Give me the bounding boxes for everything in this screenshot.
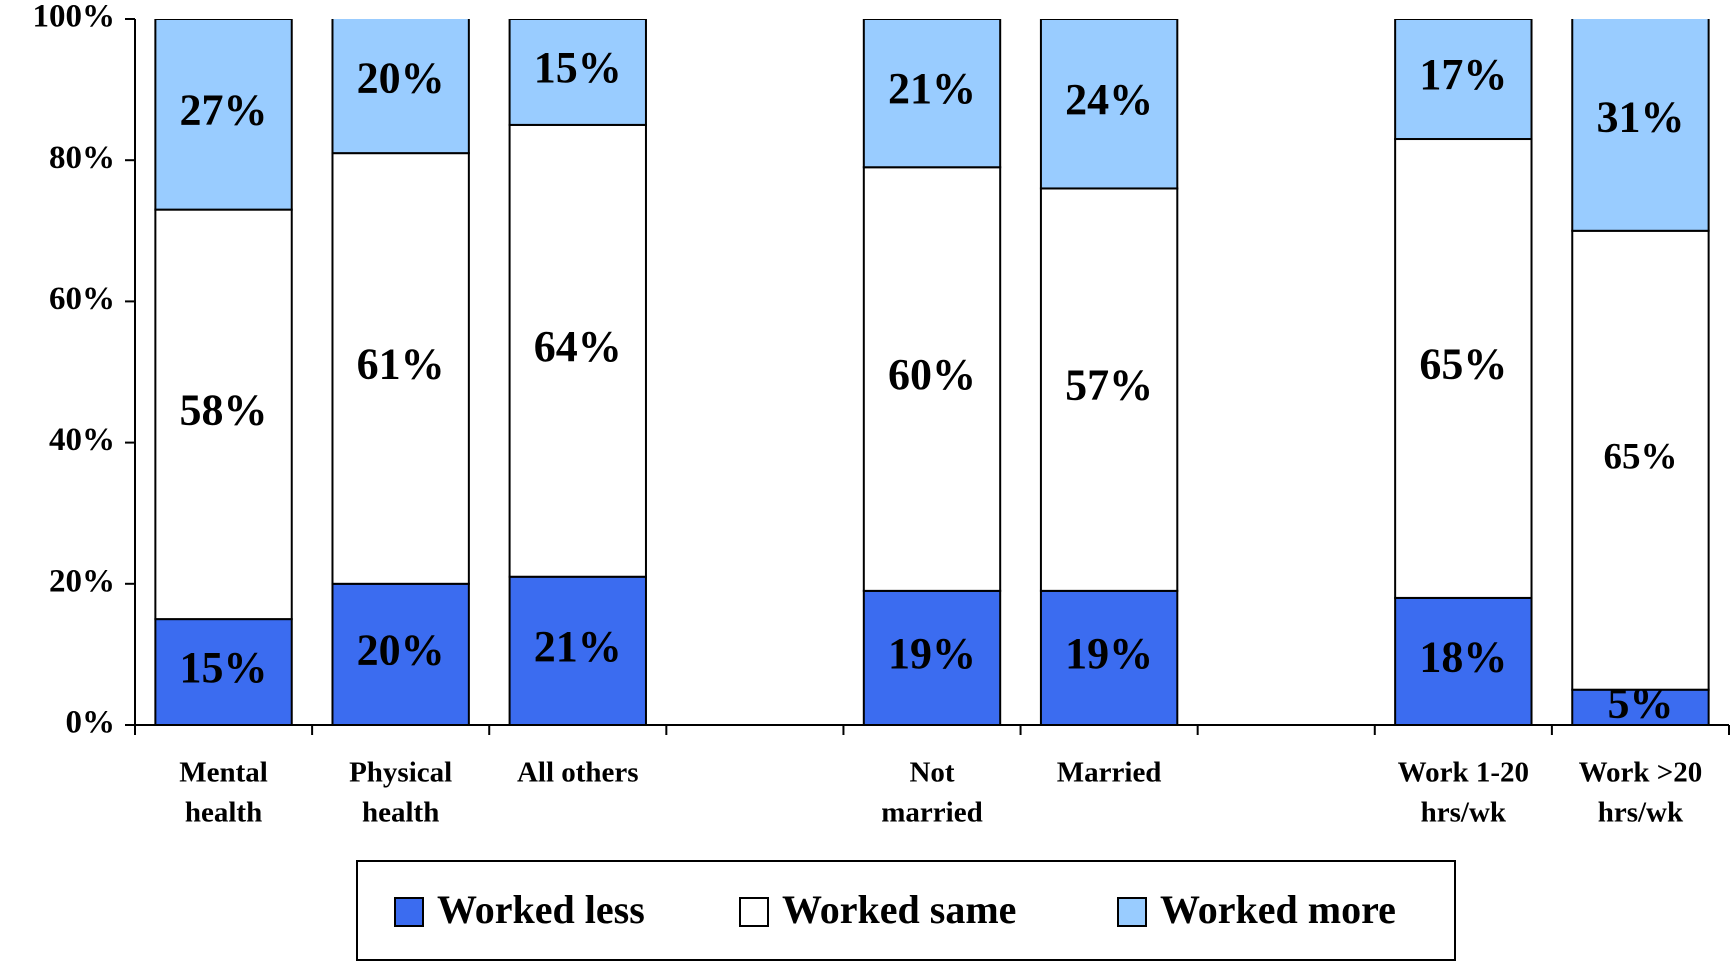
x-tick-label: health [362, 797, 439, 829]
data-label: 19% [1065, 629, 1153, 678]
data-label: 15% [534, 43, 622, 92]
x-tick-label: Work >20 [1579, 757, 1703, 789]
x-tick-label: Mental [179, 757, 268, 789]
data-label: 18% [1419, 633, 1507, 682]
bar-segment [508, 19, 647, 126]
bar-segment [154, 618, 293, 725]
data-label: 57% [1065, 361, 1153, 410]
bar-segment [1571, 19, 1710, 232]
bar-segment [1394, 596, 1533, 725]
bar-segment [154, 208, 293, 621]
bar-segment [508, 123, 647, 578]
bar-segment [1571, 688, 1710, 725]
data-label: 31% [1596, 92, 1684, 141]
bar-segment [862, 589, 1002, 725]
legend-swatch [739, 897, 769, 927]
data-label: 65% [1419, 340, 1507, 389]
x-tick-label: health [185, 797, 262, 829]
data-label: 17% [1419, 50, 1507, 99]
bar-segment [1039, 589, 1179, 725]
y-tick-label: 60% [49, 281, 115, 317]
data-label: 24% [1065, 75, 1153, 124]
legend-box [356, 860, 1456, 961]
bar-segment [331, 582, 470, 725]
data-label: 20% [357, 625, 445, 674]
data-label: 58% [180, 385, 268, 434]
bar-segment [331, 152, 470, 585]
bar-segment [1394, 19, 1533, 141]
data-label: 27% [180, 85, 268, 134]
x-tick-label: hrs/wk [1598, 797, 1684, 829]
x-tick-label: Physical [349, 757, 452, 789]
bar-segment [862, 166, 1002, 592]
data-label: 65% [1603, 437, 1677, 478]
data-label: 15% [180, 643, 268, 692]
bar-segment [154, 19, 293, 211]
bar-segment [1571, 229, 1710, 691]
y-tick-label: 80% [49, 140, 115, 176]
bar-segment [1039, 19, 1179, 190]
bar-segment [1039, 187, 1179, 592]
y-tick-label: 20% [49, 563, 115, 599]
data-label: 60% [888, 350, 976, 399]
y-tick-label: 100% [33, 0, 116, 35]
bar-segment [508, 575, 647, 725]
data-label: 61% [357, 340, 445, 389]
data-label: 21% [888, 64, 976, 113]
y-tick-label: 40% [49, 422, 115, 458]
x-tick-label: Married [1057, 757, 1162, 789]
legend-label: Worked more [1160, 887, 1396, 932]
legend-swatch [394, 897, 424, 927]
legend-swatch [1117, 897, 1147, 927]
x-tick-label: hrs/wk [1421, 797, 1507, 829]
bar-segment [862, 19, 1002, 169]
x-tick-label: All others [517, 757, 639, 789]
bar-segment [1394, 138, 1533, 599]
bar-segment [331, 19, 470, 155]
legend-label: Worked same [782, 887, 1016, 932]
data-label: 21% [534, 622, 622, 671]
x-tick-label: Work 1-20 [1398, 757, 1529, 789]
plot-area: 15% 58% 27% 20% 61% 20% 21% 64% 15% 19% 60% 21% 19% 5… [154, 19, 1710, 725]
y-tick-label: 0% [66, 705, 116, 741]
x-tick-label: Not [909, 757, 954, 789]
data-label: 19% [888, 629, 976, 678]
x-tick-label: married [881, 797, 982, 829]
data-label: 64% [534, 322, 622, 371]
data-label: 20% [357, 54, 445, 103]
legend-label: Worked less [437, 887, 645, 932]
